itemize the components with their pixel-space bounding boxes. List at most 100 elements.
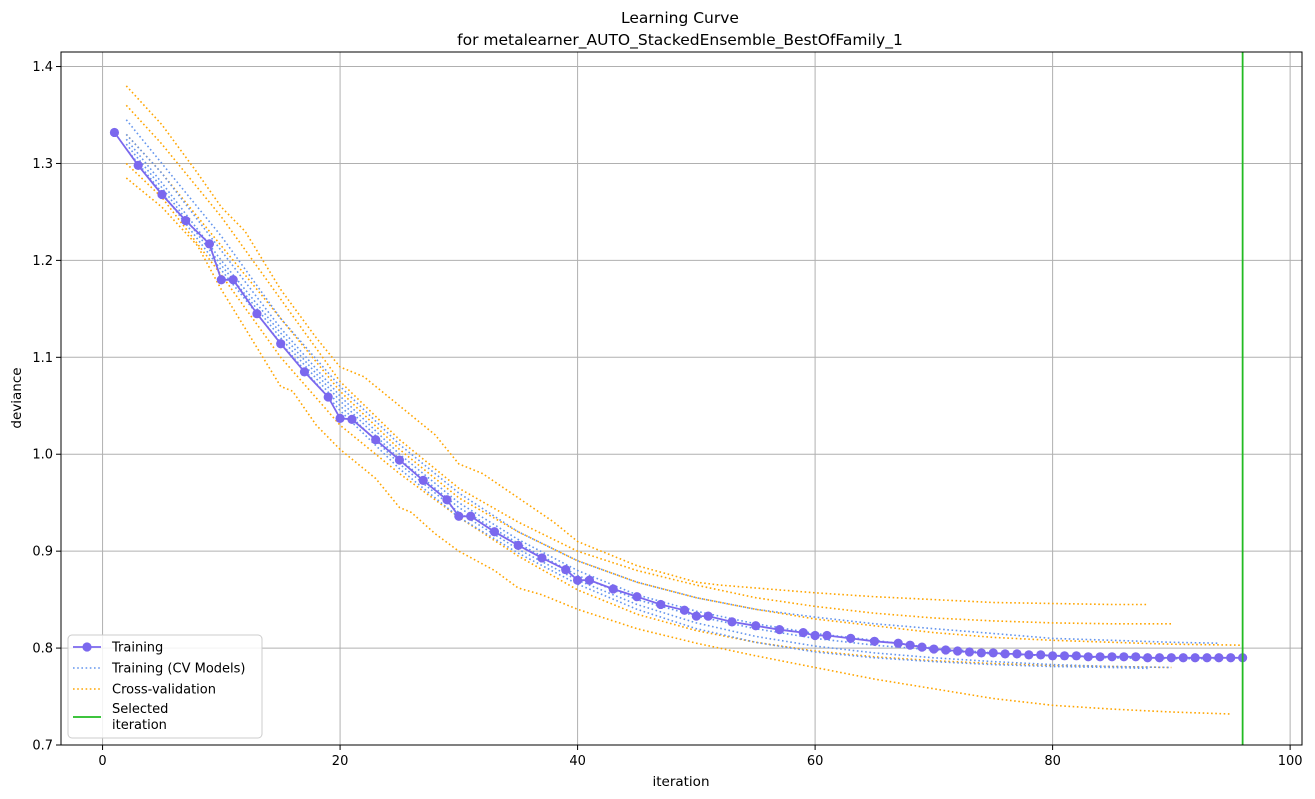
training-point xyxy=(751,621,761,631)
training-point xyxy=(442,495,452,505)
training-point xyxy=(1083,652,1093,662)
training-cv-models-line xyxy=(125,119,1219,644)
training-point xyxy=(703,611,713,621)
legend-label-training: Training xyxy=(111,641,163,656)
training-point xyxy=(679,605,690,615)
training-point xyxy=(537,553,547,563)
y-tick-label: 0.9 xyxy=(32,545,53,560)
training-point xyxy=(691,611,701,621)
training-point xyxy=(204,239,215,249)
x-tick-label: 60 xyxy=(807,754,824,769)
legend-marker-training xyxy=(82,642,92,652)
training-point xyxy=(371,435,381,445)
training-point xyxy=(656,599,666,610)
cross-validation-line xyxy=(125,162,1172,669)
x-tick-label: 80 xyxy=(1044,754,1061,769)
training-point xyxy=(133,160,143,170)
training-point xyxy=(561,564,571,575)
training-point xyxy=(893,638,903,648)
training-point xyxy=(1190,653,1200,663)
training-point xyxy=(216,275,226,285)
training-point xyxy=(1000,649,1010,659)
chart-subtitle: for metalearner_AUTO_StackedEnsemble_Bes… xyxy=(457,31,903,50)
training-point xyxy=(905,640,915,650)
training-point xyxy=(394,455,405,465)
training-point xyxy=(418,475,428,485)
training-point xyxy=(1059,651,1070,661)
plot-frame xyxy=(60,51,1303,746)
grid xyxy=(61,52,1302,746)
training-point xyxy=(1012,649,1022,659)
training-point xyxy=(347,414,357,424)
training-point xyxy=(489,527,500,537)
training-point xyxy=(822,630,832,641)
chart-title: Learning Curve xyxy=(621,9,739,27)
training-point xyxy=(1226,653,1236,663)
legend-label-training-cv-models: Training (CV Models) xyxy=(111,662,245,677)
y-tick-label: 1.2 xyxy=(32,254,53,269)
training-point xyxy=(1154,653,1165,663)
training-point xyxy=(228,275,238,285)
x-axis-title: iteration xyxy=(652,774,709,790)
training-cv-models-line xyxy=(125,133,1219,660)
training-point xyxy=(953,646,963,656)
training-point xyxy=(941,645,951,655)
training-cv-models-line xyxy=(125,148,1148,670)
cross-validation-line xyxy=(125,104,1172,625)
training-point xyxy=(572,575,583,585)
y-axis-title: deviance xyxy=(9,367,25,428)
y-tick-label: 0.7 xyxy=(32,739,53,754)
training-point xyxy=(1143,653,1153,663)
training-point xyxy=(584,575,595,585)
training-point xyxy=(1036,650,1046,660)
training-point xyxy=(1178,653,1188,663)
training-point xyxy=(976,648,986,658)
training-point xyxy=(798,627,808,638)
training-point xyxy=(466,511,476,521)
training-point xyxy=(1214,653,1224,663)
training-point xyxy=(454,511,464,521)
training-point xyxy=(1119,652,1129,662)
series-layer xyxy=(109,52,1248,745)
training-point xyxy=(1107,652,1117,662)
training-point xyxy=(335,413,345,423)
x-tick-label: 0 xyxy=(98,754,106,769)
training-point xyxy=(276,339,286,349)
training-point xyxy=(1095,652,1105,662)
training-point xyxy=(727,617,737,627)
y-tick-label: 1.0 xyxy=(32,448,53,463)
training-point xyxy=(157,189,167,200)
x-tick-label: 20 xyxy=(332,754,349,769)
x-tick-label: 40 xyxy=(569,754,586,769)
y-tick-label: 0.8 xyxy=(32,642,53,657)
y-tick-label: 1.3 xyxy=(32,157,53,172)
training-point xyxy=(1024,650,1034,660)
training-point xyxy=(964,647,975,657)
training-point xyxy=(323,392,333,402)
training-point xyxy=(988,648,998,658)
training-point xyxy=(109,127,120,138)
training-point xyxy=(1071,651,1081,661)
legend-label-selected-iteration: Selected iteration xyxy=(112,702,168,733)
training-point xyxy=(299,367,310,377)
cross-validation-line xyxy=(125,133,1243,646)
training-point xyxy=(1131,652,1141,662)
cross-validation-line xyxy=(125,177,1231,715)
training-point xyxy=(1202,653,1212,663)
training-point xyxy=(929,644,939,654)
training-point xyxy=(1048,651,1058,661)
training-cv-models-line xyxy=(125,143,1172,669)
y-tick-label: 1.1 xyxy=(32,351,53,366)
training-point xyxy=(513,540,523,550)
training-point xyxy=(252,309,262,319)
axis-ticks: 0 20 40 60 80 100 0.7 0.8 0.9 1.0 1.1 1.2 1.3 1.4 xyxy=(32,60,1302,769)
training-line xyxy=(113,131,1243,659)
training-point xyxy=(810,630,820,641)
training-point xyxy=(1166,653,1176,663)
training-point xyxy=(869,636,880,646)
legend-box xyxy=(67,634,263,739)
legend-label-cross-validation: Cross-validation xyxy=(112,683,216,698)
y-tick-label: 1.4 xyxy=(32,60,53,75)
training-point xyxy=(608,584,618,594)
